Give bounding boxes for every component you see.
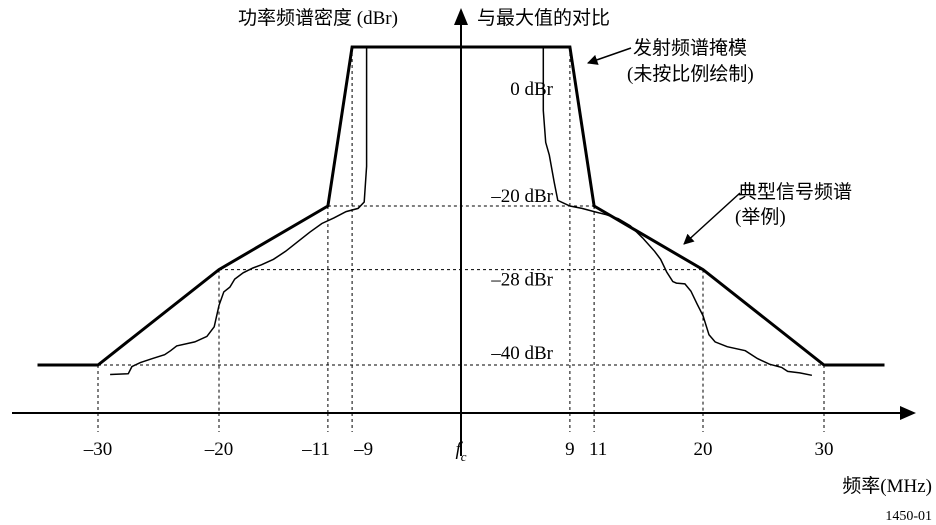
x-tick-label-20: 20 [694,439,713,460]
x-tick-labels: –30 –20 –11 –9 fc 9 11 20 30 [83,439,834,464]
mask-annotation-title: 发射频谱掩模 [633,37,747,59]
signal-annotation-title: 典型信号频谱 [738,181,852,203]
signal-annotation-arrow [683,192,741,245]
series-layer [37,45,885,377]
x-tick-label--9: –9 [353,439,373,460]
y-label--28: –28 dBr [490,270,553,291]
mask-annotation-arrow [587,47,632,65]
y-axis-title-right: 与最大值的对比 [477,7,610,29]
y-value-labels: 0 dBr –20 dBr –28 dBr –40 dBr [490,79,553,364]
x-tick-label-11: 11 [589,439,607,460]
x-tick-label--20: –20 [204,439,234,460]
y-label--20: –20 dBr [490,186,553,207]
x-tick-label-0: fc [455,439,466,464]
x-axis-arrow [900,406,916,420]
x-tick-label-9: 9 [565,439,575,460]
y-axis-arrow [454,8,468,25]
y-label-0: 0 dBr [510,79,553,100]
signal-annotation-note: (举例) [735,206,786,228]
y-axis-title-left: 功率频谱密度 (dBr) [238,7,398,29]
x-axis-title: 频率(MHz) [842,475,932,497]
x-tick-label--11: –11 [301,439,330,460]
mask-annotation-note: (未按比例绘制) [627,63,754,85]
series-typical-signal [110,46,813,377]
figure-id: 1450-01 [885,509,932,524]
x-tick-label-30: 30 [815,439,834,460]
y-label--40: –40 dBr [490,343,553,364]
x-tick-label--30: –30 [83,439,113,460]
